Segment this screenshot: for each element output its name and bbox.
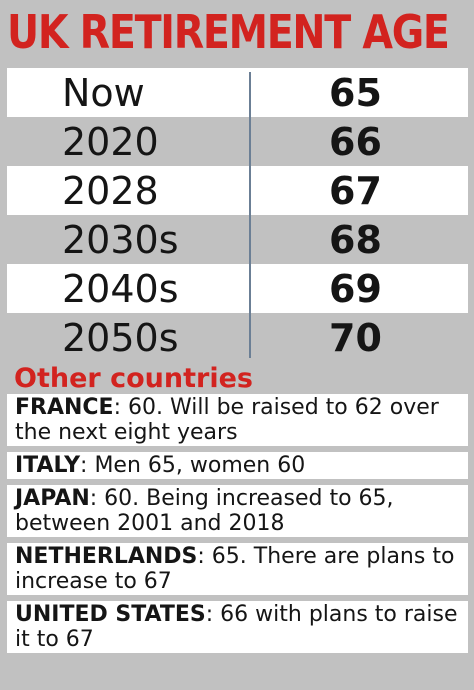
row-age: 69 [329,266,382,311]
table-row: 2040s 69 [7,264,468,313]
table-row: 2030s 68 [7,215,468,264]
section-title: Other countries [14,363,253,394]
row-period: 2020 [62,119,159,164]
country-note-united-states: UNITED STATES: 66 with plans to raise it… [7,601,468,653]
country-detail: : 60. Being increased to 65, between 200… [15,486,394,536]
country-detail: : 65. There are plans to increase to 67 [15,544,455,594]
row-period: 2028 [62,168,159,213]
retirement-age-table: Now 65 2020 66 2028 67 2030s 68 2040s 69… [7,68,468,362]
country-name: JAPAN [15,486,90,511]
column-divider [249,72,251,358]
row-age: 70 [329,315,382,360]
country-name: NETHERLANDS [15,544,198,569]
page-title: UK RETIREMENT AGE [7,5,450,59]
row-period: 2030s [62,217,179,262]
row-period: Now [62,70,145,115]
table-row: Now 65 [7,68,468,117]
row-age: 65 [329,70,382,115]
country-name: ITALY [15,453,81,478]
table-row: 2020 66 [7,117,468,166]
row-age: 66 [329,119,382,164]
row-age: 68 [329,217,382,262]
country-note-japan: JAPAN: 60. Being increased to 65, betwee… [7,485,468,537]
country-note-france: FRANCE: 60. Will be raised to 62 over th… [7,394,468,446]
country-note-italy: ITALY: Men 65, women 60 [7,452,468,479]
country-note-netherlands: NETHERLANDS: 65. There are plans to incr… [7,543,468,595]
table-row: 2050s 70 [7,313,468,362]
row-period: 2040s [62,266,179,311]
table-row: 2028 67 [7,166,468,215]
country-detail: : 66 with plans to raise it to 67 [15,602,458,652]
country-detail: : 60. Will be raised to 62 over the next… [15,395,439,445]
country-detail: : Men 65, women 60 [80,453,306,478]
country-name: UNITED STATES [15,602,206,627]
row-age: 67 [329,168,382,213]
row-period: 2050s [62,315,179,360]
country-name: FRANCE [15,395,114,420]
